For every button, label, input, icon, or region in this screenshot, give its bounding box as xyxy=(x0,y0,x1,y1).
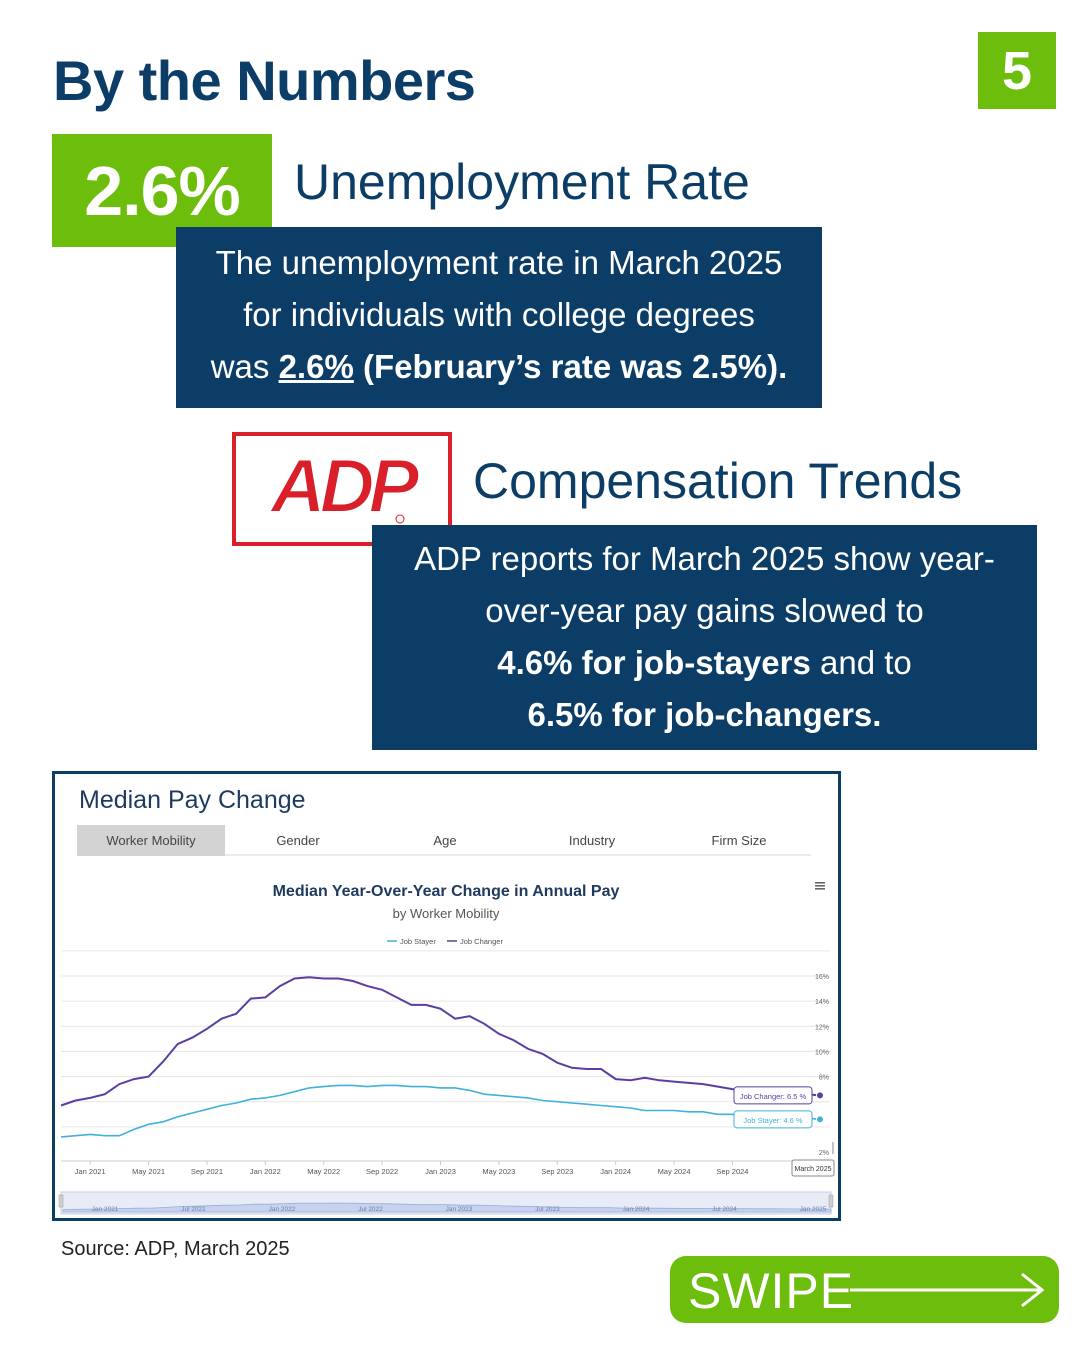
job-stayer-highlight: 4.6% for job-stayers xyxy=(497,644,811,681)
page-number-badge: 5 xyxy=(978,32,1056,109)
chart-panel-title: Median Pay Change xyxy=(79,786,306,814)
end-label-job-changer: Job Changer: 6.5 % xyxy=(740,1092,807,1101)
x-tick-label: Sep 2024 xyxy=(716,1167,748,1176)
compensation-line-3-rest: and to xyxy=(810,644,912,681)
tab-active-background xyxy=(77,825,225,856)
end-label-job-stayer: Job Stayer: 4.6 % xyxy=(743,1116,803,1125)
x-tick-label: May 2023 xyxy=(482,1167,515,1176)
navigator-tick-label: Jul 2024 xyxy=(712,1206,737,1213)
y-tick-label: 2% xyxy=(819,1150,829,1157)
compensation-line-3: 4.6% for job-stayers and to xyxy=(372,637,1037,689)
navigator-tick-label: Jan 2025 xyxy=(800,1206,827,1213)
legend-item-job-stayer[interactable]: Job Stayer xyxy=(400,937,436,946)
end-label-box xyxy=(733,1110,813,1129)
series-end-labels: Job Stayer: 4.6 % Job Changer: 6.5 % xyxy=(733,1086,813,1129)
series-line-job-changer xyxy=(60,976,821,1107)
x-tick-label: Jan 2022 xyxy=(250,1167,281,1176)
chart-subtitle: by Worker Mobility xyxy=(393,906,500,921)
page-title: By the Numbers xyxy=(53,49,476,112)
y-tick-label: 14% xyxy=(815,999,829,1006)
unemployment-line-3-prefix: was xyxy=(210,348,279,385)
y-tick-label: 10% xyxy=(815,1049,829,1056)
navigator-left-handle[interactable] xyxy=(58,1194,64,1208)
x-tick-label: Sep 2021 xyxy=(191,1167,223,1176)
chart-tabs: Worker Mobility Gender Age Industry Firm Siz… xyxy=(77,825,766,856)
x-tick-label: Sep 2022 xyxy=(366,1167,398,1176)
series-line-job-stayer xyxy=(60,1084,821,1138)
y-tick-label: 8% xyxy=(819,1075,829,1082)
navigator-tick-label: Jul 2023 xyxy=(535,1206,560,1213)
unemployment-highlight-value: 2.6% xyxy=(278,348,354,385)
navigator-tick-label: Jul 2022 xyxy=(358,1206,383,1213)
series-end-point xyxy=(816,1115,824,1124)
median-pay-change-screenshot: Median Pay Change Worker Mobility Gender A… xyxy=(52,771,841,1221)
x-tick-label: May 2024 xyxy=(658,1167,691,1176)
navigator-tick-label: Jan 2024 xyxy=(623,1206,650,1213)
arrow-right-icon xyxy=(850,1272,1045,1308)
x-tick-label: May 2022 xyxy=(307,1167,340,1176)
navigator-tick-label: Jan 2023 xyxy=(446,1206,473,1213)
y-tick-label: 16% xyxy=(815,974,829,981)
compensation-line-4: 6.5% for job-changers. xyxy=(372,689,1037,741)
chart-series xyxy=(60,976,824,1138)
chart-grid xyxy=(61,950,830,1128)
source-citation: Source: ADP, March 2025 xyxy=(61,1238,290,1260)
range-navigator[interactable]: Jan 2021 Jul 2021 Jan 2022 Jul 2022 Jan 2023… xyxy=(58,1191,834,1215)
unemployment-stat: 2.6% xyxy=(52,134,272,247)
unemployment-line-3-suffix: (February’s rate was 2.5%). xyxy=(353,348,788,385)
unemployment-line-2: for individuals with college degrees xyxy=(243,296,755,333)
x-tick-label: Jan 2023 xyxy=(425,1167,456,1176)
navigator-tick-label: Jul 2021 xyxy=(181,1206,206,1213)
unemployment-description: The unemployment rate in March 2025 for … xyxy=(176,227,822,408)
unemployment-line-3: was 2.6% (February’s rate was 2.5%). xyxy=(176,341,822,393)
swipe-label: SWIPE xyxy=(688,1263,855,1319)
hover-tooltip: March 2025 xyxy=(791,1142,835,1177)
chart-title: Median Year-Over-Year Change in Annual P… xyxy=(273,883,620,900)
x-tick-label: Jan 2024 xyxy=(600,1167,631,1176)
tab-worker-mobility[interactable]: Worker Mobility xyxy=(106,833,196,848)
navigator-ticks: Jan 2021 Jul 2021 Jan 2022 Jul 2022 Jan 2023… xyxy=(92,1206,827,1213)
navigator-right-handle[interactable] xyxy=(828,1194,834,1208)
compensation-line-1: ADP reports for March 2025 show year- xyxy=(414,540,995,577)
tab-age[interactable]: Age xyxy=(433,833,456,848)
navigator-tick-label: Jan 2021 xyxy=(92,1206,119,1213)
x-axis-ticks: Jan 2021 May 2021 Sep 2021 Jan 2022 May 2022… xyxy=(61,1160,830,1176)
tab-gender[interactable]: Gender xyxy=(276,833,320,848)
unemployment-line-1: The unemployment rate in March 2025 xyxy=(215,244,783,281)
compensation-label: Compensation Trends xyxy=(473,453,963,509)
median-pay-chart: Median Pay Change Worker Mobility Gender A… xyxy=(58,786,835,1215)
x-tick-label: Sep 2023 xyxy=(541,1167,573,1176)
hamburger-menu-icon[interactable] xyxy=(815,882,825,890)
swipe-button[interactable]: SWIPE xyxy=(670,1256,1059,1323)
y-axis-ticks: 2% 8% 10% 12% 14% 16% xyxy=(815,974,829,1157)
job-changer-highlight: 6.5% for job-changers. xyxy=(527,696,882,733)
tab-firm-size[interactable]: Firm Size xyxy=(712,833,767,848)
x-tick-label: Jan 2021 xyxy=(75,1167,106,1176)
tab-industry[interactable]: Industry xyxy=(569,833,616,848)
compensation-line-2: over-year pay gains slowed to xyxy=(485,592,924,629)
compensation-description: ADP reports for March 2025 show year- ov… xyxy=(372,525,1037,750)
end-label-box xyxy=(733,1086,813,1105)
x-tick-label: May 2021 xyxy=(132,1167,165,1176)
navigator-tick-label: Jan 2022 xyxy=(269,1206,296,1213)
unemployment-label: Unemployment Rate xyxy=(294,154,750,210)
series-end-point xyxy=(816,1091,824,1100)
navigator-area xyxy=(62,1202,832,1213)
y-tick-label: 12% xyxy=(815,1024,829,1031)
chart-legend[interactable]: Job Stayer Job Changer xyxy=(387,937,503,946)
tooltip-date: March 2025 xyxy=(795,1166,832,1173)
legend-item-job-changer[interactable]: Job Changer xyxy=(460,937,503,946)
